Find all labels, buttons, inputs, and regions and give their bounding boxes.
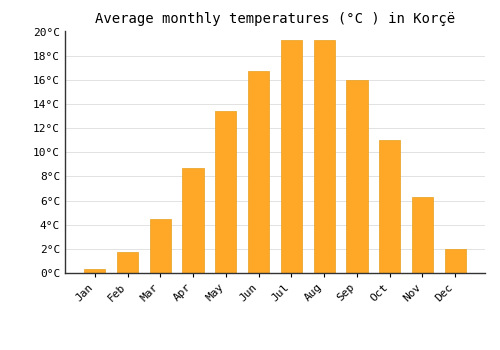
Bar	[412, 197, 433, 273]
Bar	[248, 71, 270, 273]
Title: Average monthly temperatures (°C ) in Korçë: Average monthly temperatures (°C ) in Ko…	[95, 12, 455, 26]
Bar	[346, 80, 368, 273]
Bar	[215, 111, 236, 273]
Bar	[314, 40, 335, 273]
Bar	[280, 40, 302, 273]
Bar	[117, 252, 138, 273]
Bar	[379, 140, 400, 273]
Bar	[84, 270, 106, 273]
Bar	[444, 249, 466, 273]
Bar	[182, 168, 204, 273]
Bar	[150, 219, 171, 273]
